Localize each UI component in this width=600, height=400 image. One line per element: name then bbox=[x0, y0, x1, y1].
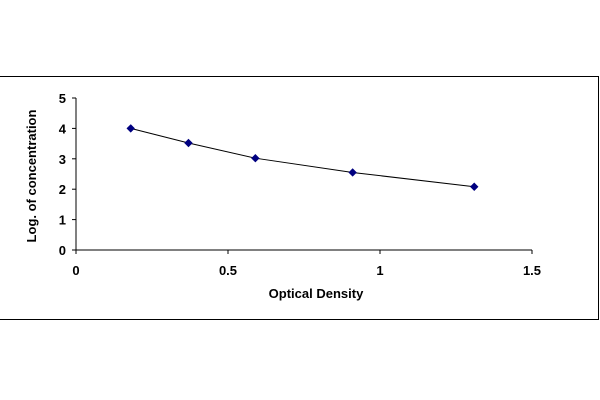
series-line bbox=[130, 127, 475, 188]
y-ticks: 0 1 2 3 4 5 bbox=[59, 91, 76, 258]
y-tick-label: 4 bbox=[59, 121, 67, 136]
y-tick-label: 2 bbox=[59, 182, 66, 197]
x-tick-label: 0.5 bbox=[219, 263, 237, 278]
data-point-marker bbox=[184, 138, 193, 148]
y-tick-label: 0 bbox=[59, 243, 66, 258]
series-layer bbox=[126, 124, 479, 191]
data-point-marker bbox=[470, 182, 479, 191]
y-tick-label: 1 bbox=[59, 213, 66, 228]
x-tick-label: 1.5 bbox=[523, 263, 541, 278]
data-point-marker bbox=[251, 153, 260, 163]
data-point-marker bbox=[126, 124, 135, 133]
x-tick-label: 1 bbox=[376, 263, 383, 278]
data-point-marker bbox=[348, 168, 357, 177]
y-axis-title: Log. of concentration bbox=[24, 110, 39, 243]
y-tick-label: 5 bbox=[59, 91, 66, 106]
axes bbox=[75, 98, 532, 251]
x-ticks: 0 0.5 1 1.5 bbox=[72, 250, 541, 278]
chart-frame bbox=[0, 76, 599, 320]
y-tick-label: 3 bbox=[59, 152, 66, 167]
x-tick-label: 0 bbox=[72, 263, 79, 278]
x-axis-title: Optical Density bbox=[269, 286, 364, 301]
